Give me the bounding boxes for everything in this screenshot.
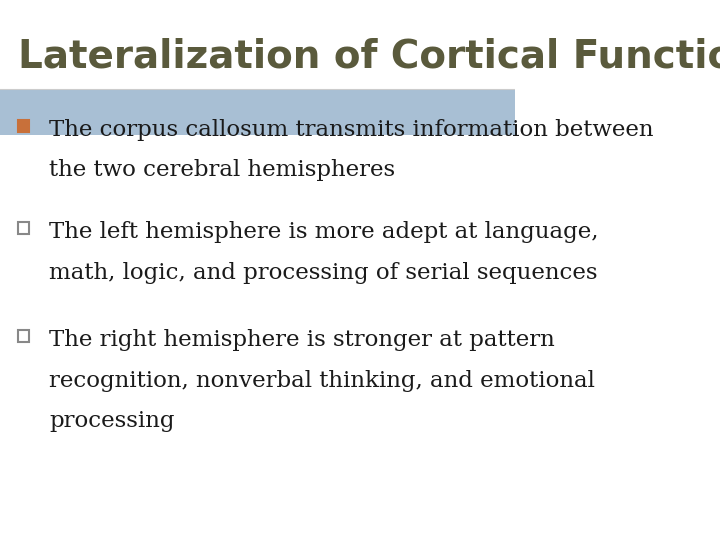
Text: The left hemisphere is more adept at language,: The left hemisphere is more adept at lan…: [49, 221, 598, 244]
Text: the two cerebral hemispheres: the two cerebral hemispheres: [49, 159, 395, 181]
Text: processing: processing: [49, 410, 174, 433]
FancyBboxPatch shape: [17, 120, 29, 132]
FancyBboxPatch shape: [0, 89, 515, 135]
Text: The right hemisphere is stronger at pattern: The right hemisphere is stronger at patt…: [49, 329, 554, 352]
Text: Lateralization of Cortical Function: Lateralization of Cortical Function: [18, 38, 720, 76]
Text: recognition, nonverbal thinking, and emotional: recognition, nonverbal thinking, and emo…: [49, 370, 595, 392]
Text: math, logic, and processing of serial sequences: math, logic, and processing of serial se…: [49, 262, 598, 284]
Text: The corpus callosum transmits information between: The corpus callosum transmits informatio…: [49, 119, 653, 141]
